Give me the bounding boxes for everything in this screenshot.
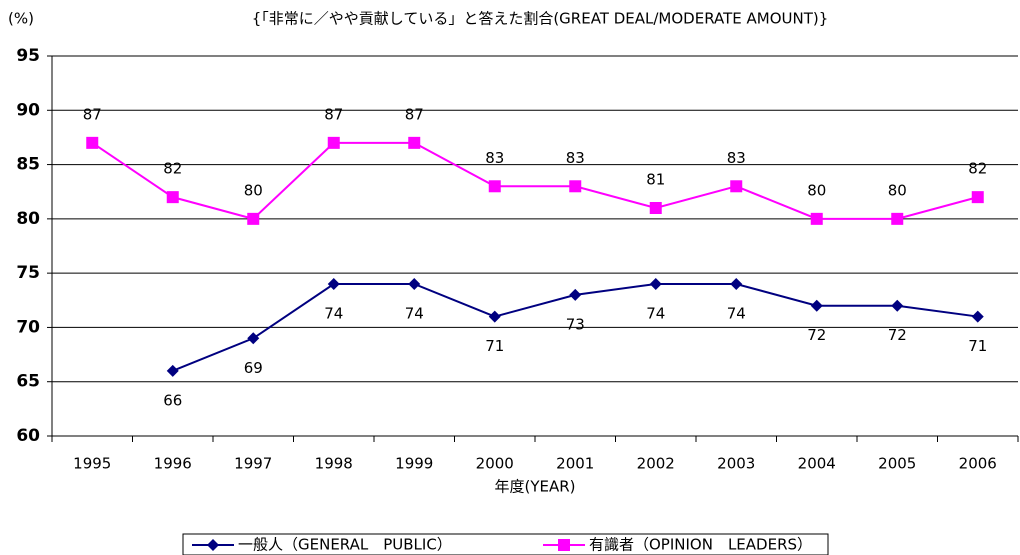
x-tick-label: 1997 [234,455,272,473]
data-label: 83 [566,149,585,167]
data-label: 81 [646,171,665,189]
legend-label: 一般人（GENERAL PUBLIC） [238,536,452,554]
x-tick-label: 2006 [959,455,997,473]
x-axis-label: 年度(YEAR) [494,478,575,496]
marker [207,539,219,551]
marker [810,212,823,225]
data-label: 80 [807,181,826,199]
x-tick-label: 2000 [476,455,514,473]
data-label: 74 [324,305,343,323]
marker [891,299,904,312]
marker [166,364,179,377]
y-tick-label: 80 [16,209,40,229]
marker [730,278,743,290]
marker [569,180,582,193]
marker [327,136,340,149]
data-label: 72 [807,326,826,344]
y-tick-label: 90 [16,100,40,120]
x-tick-label: 1996 [154,455,192,473]
y-tick-label: 85 [16,155,40,175]
x-tick-label: 2002 [637,455,675,473]
marker [730,180,743,193]
marker [166,191,179,204]
marker [247,332,260,345]
marker [569,288,582,301]
chart-title: {「非常に／やや貢献している」と答えた割合(GREAT DEAL/MODERAT… [252,10,829,28]
marker [488,310,501,323]
data-label: 82 [163,160,182,178]
data-label: 66 [163,391,182,409]
x-tick-label: 1995 [73,455,111,473]
data-label: 72 [888,326,907,344]
data-label: 69 [244,359,263,377]
data-label: 73 [566,315,585,333]
marker [408,278,421,290]
data-label: 74 [405,305,424,323]
marker [649,202,662,214]
marker [408,136,421,149]
marker [488,180,501,193]
data-label: 83 [485,149,504,167]
y-tick-label: 65 [16,372,40,392]
marker [971,191,984,204]
x-tick-label: 2001 [556,455,594,473]
y-axis-label: (%) [8,10,34,28]
data-label: 80 [888,181,907,199]
x-tick-label: 2003 [717,455,755,473]
data-label: 80 [244,181,263,199]
data-label: 83 [727,149,746,167]
x-tick-label: 2005 [878,455,916,473]
marker [247,212,260,225]
data-label: 82 [968,160,987,178]
data-label: 87 [83,105,102,123]
data-label: 87 [324,105,343,123]
marker [810,299,823,312]
data-label: 74 [646,305,665,323]
y-tick-label: 60 [16,426,40,446]
marker [558,539,570,551]
x-tick-label: 1999 [395,455,433,473]
data-label: 71 [485,337,504,355]
x-tick-label: 1998 [315,455,353,473]
data-label: 71 [968,337,987,355]
y-tick-label: 95 [16,46,40,66]
marker [971,310,984,323]
legend-box [182,533,829,555]
legend-label: 有識者（OPINION LEADERS） [589,536,812,554]
y-tick-label: 70 [16,317,40,337]
x-tick-label: 2004 [798,455,836,473]
marker [327,278,340,290]
data-label: 74 [727,305,746,323]
y-tick-label: 75 [16,263,40,283]
marker [86,136,99,149]
marker [649,278,662,290]
marker [891,212,904,225]
data-label: 87 [405,105,424,123]
series-line [91,141,979,220]
